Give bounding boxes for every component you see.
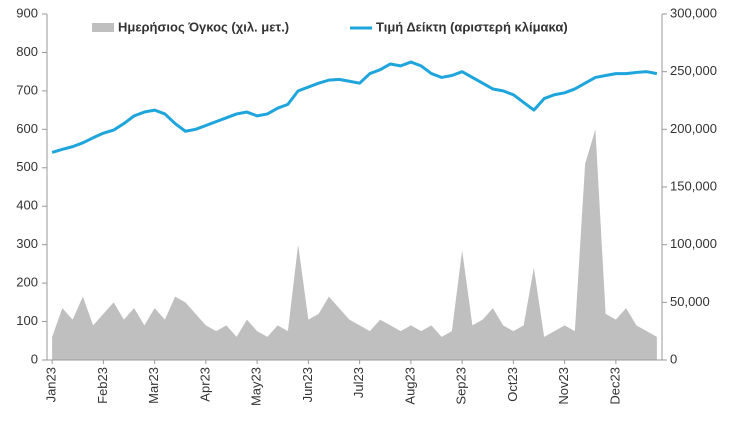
y-tick-label: 700: [16, 82, 38, 97]
x-tick-label: Feb23: [95, 367, 110, 404]
volume-area: [52, 129, 657, 360]
y-tick-label: 0: [31, 351, 38, 366]
x-tick-label: May23: [249, 367, 264, 406]
y-tick-label: 800: [16, 44, 38, 59]
x-tick-label: Nov23: [556, 367, 571, 405]
x-tick-label: Apr23: [197, 367, 212, 402]
legend-label: Τιμή Δείκτη (αριστερή κλίμακα): [376, 19, 568, 34]
y2-tick-label: 50,000: [670, 294, 710, 309]
y2-tick-label: 0: [670, 351, 677, 366]
x-tick-label: Mar23: [146, 367, 161, 404]
y-tick-label: 900: [16, 5, 38, 20]
x-tick-label: Jun23: [300, 367, 315, 402]
y-tick-label: 500: [16, 159, 38, 174]
y2-tick-label: 200,000: [670, 121, 717, 136]
y-tick-label: 300: [16, 236, 38, 251]
y2-tick-label: 300,000: [670, 5, 717, 20]
x-tick-label: Sep23: [454, 367, 469, 405]
x-tick-label: Dec23: [607, 367, 622, 405]
y-tick-label: 100: [16, 313, 38, 328]
legend-swatch: [92, 23, 114, 32]
y-tick-label: 400: [16, 198, 38, 213]
y-tick-label: 200: [16, 275, 38, 290]
y-tick-label: 600: [16, 121, 38, 136]
x-tick-label: Oct23: [505, 367, 520, 402]
price-line: [51, 60, 658, 154]
legend-label: Ημερήσιος Όγκος (χιλ. μετ.): [118, 19, 289, 34]
x-tick-label: Jan23: [44, 367, 59, 402]
y2-tick-label: 100,000: [670, 236, 717, 251]
x-tick-label: Aug23: [402, 367, 417, 405]
y2-tick-label: 250,000: [670, 63, 717, 78]
y2-tick-label: 150,000: [670, 178, 717, 193]
x-tick-label: Jul23: [351, 367, 366, 398]
